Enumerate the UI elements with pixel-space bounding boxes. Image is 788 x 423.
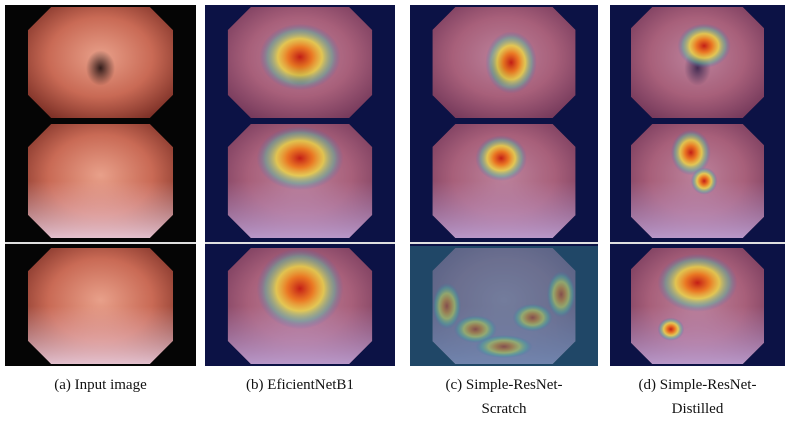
heat-blob [257, 248, 344, 329]
image-cell [631, 248, 764, 364]
figure: (a) Input image (b) EficientNetB1 (c) Simp… [0, 0, 788, 423]
image-cell [631, 124, 764, 238]
heat-blob [257, 126, 344, 190]
heat-wash [410, 246, 598, 366]
caption: (d) Simple-ResNet- [639, 377, 757, 393]
mucosa-light [28, 181, 173, 238]
image-cell [28, 7, 173, 118]
heat-blob [475, 135, 526, 181]
mucosa-light [28, 306, 173, 364]
heat-blob [691, 167, 718, 194]
image-cell [28, 248, 173, 364]
airway [86, 50, 115, 86]
image-cell [228, 7, 372, 118]
caption: Scratch [482, 401, 527, 417]
heat-blob [260, 24, 341, 91]
image-cell [631, 7, 764, 118]
heat-blob [678, 24, 731, 68]
image-cell [28, 124, 173, 238]
image-cell [228, 124, 372, 238]
heat-blob [658, 254, 738, 312]
image-cell [433, 124, 576, 238]
heat-blob [485, 31, 536, 93]
caption: (b) EficientNetB1 [246, 377, 354, 393]
caption: (a) Input image [54, 377, 147, 393]
caption: (c) Simple-ResNet- [445, 377, 562, 393]
image-cell [433, 7, 576, 118]
image-cell [228, 248, 372, 364]
caption: Distilled [672, 401, 724, 417]
heat-blob [658, 318, 685, 341]
